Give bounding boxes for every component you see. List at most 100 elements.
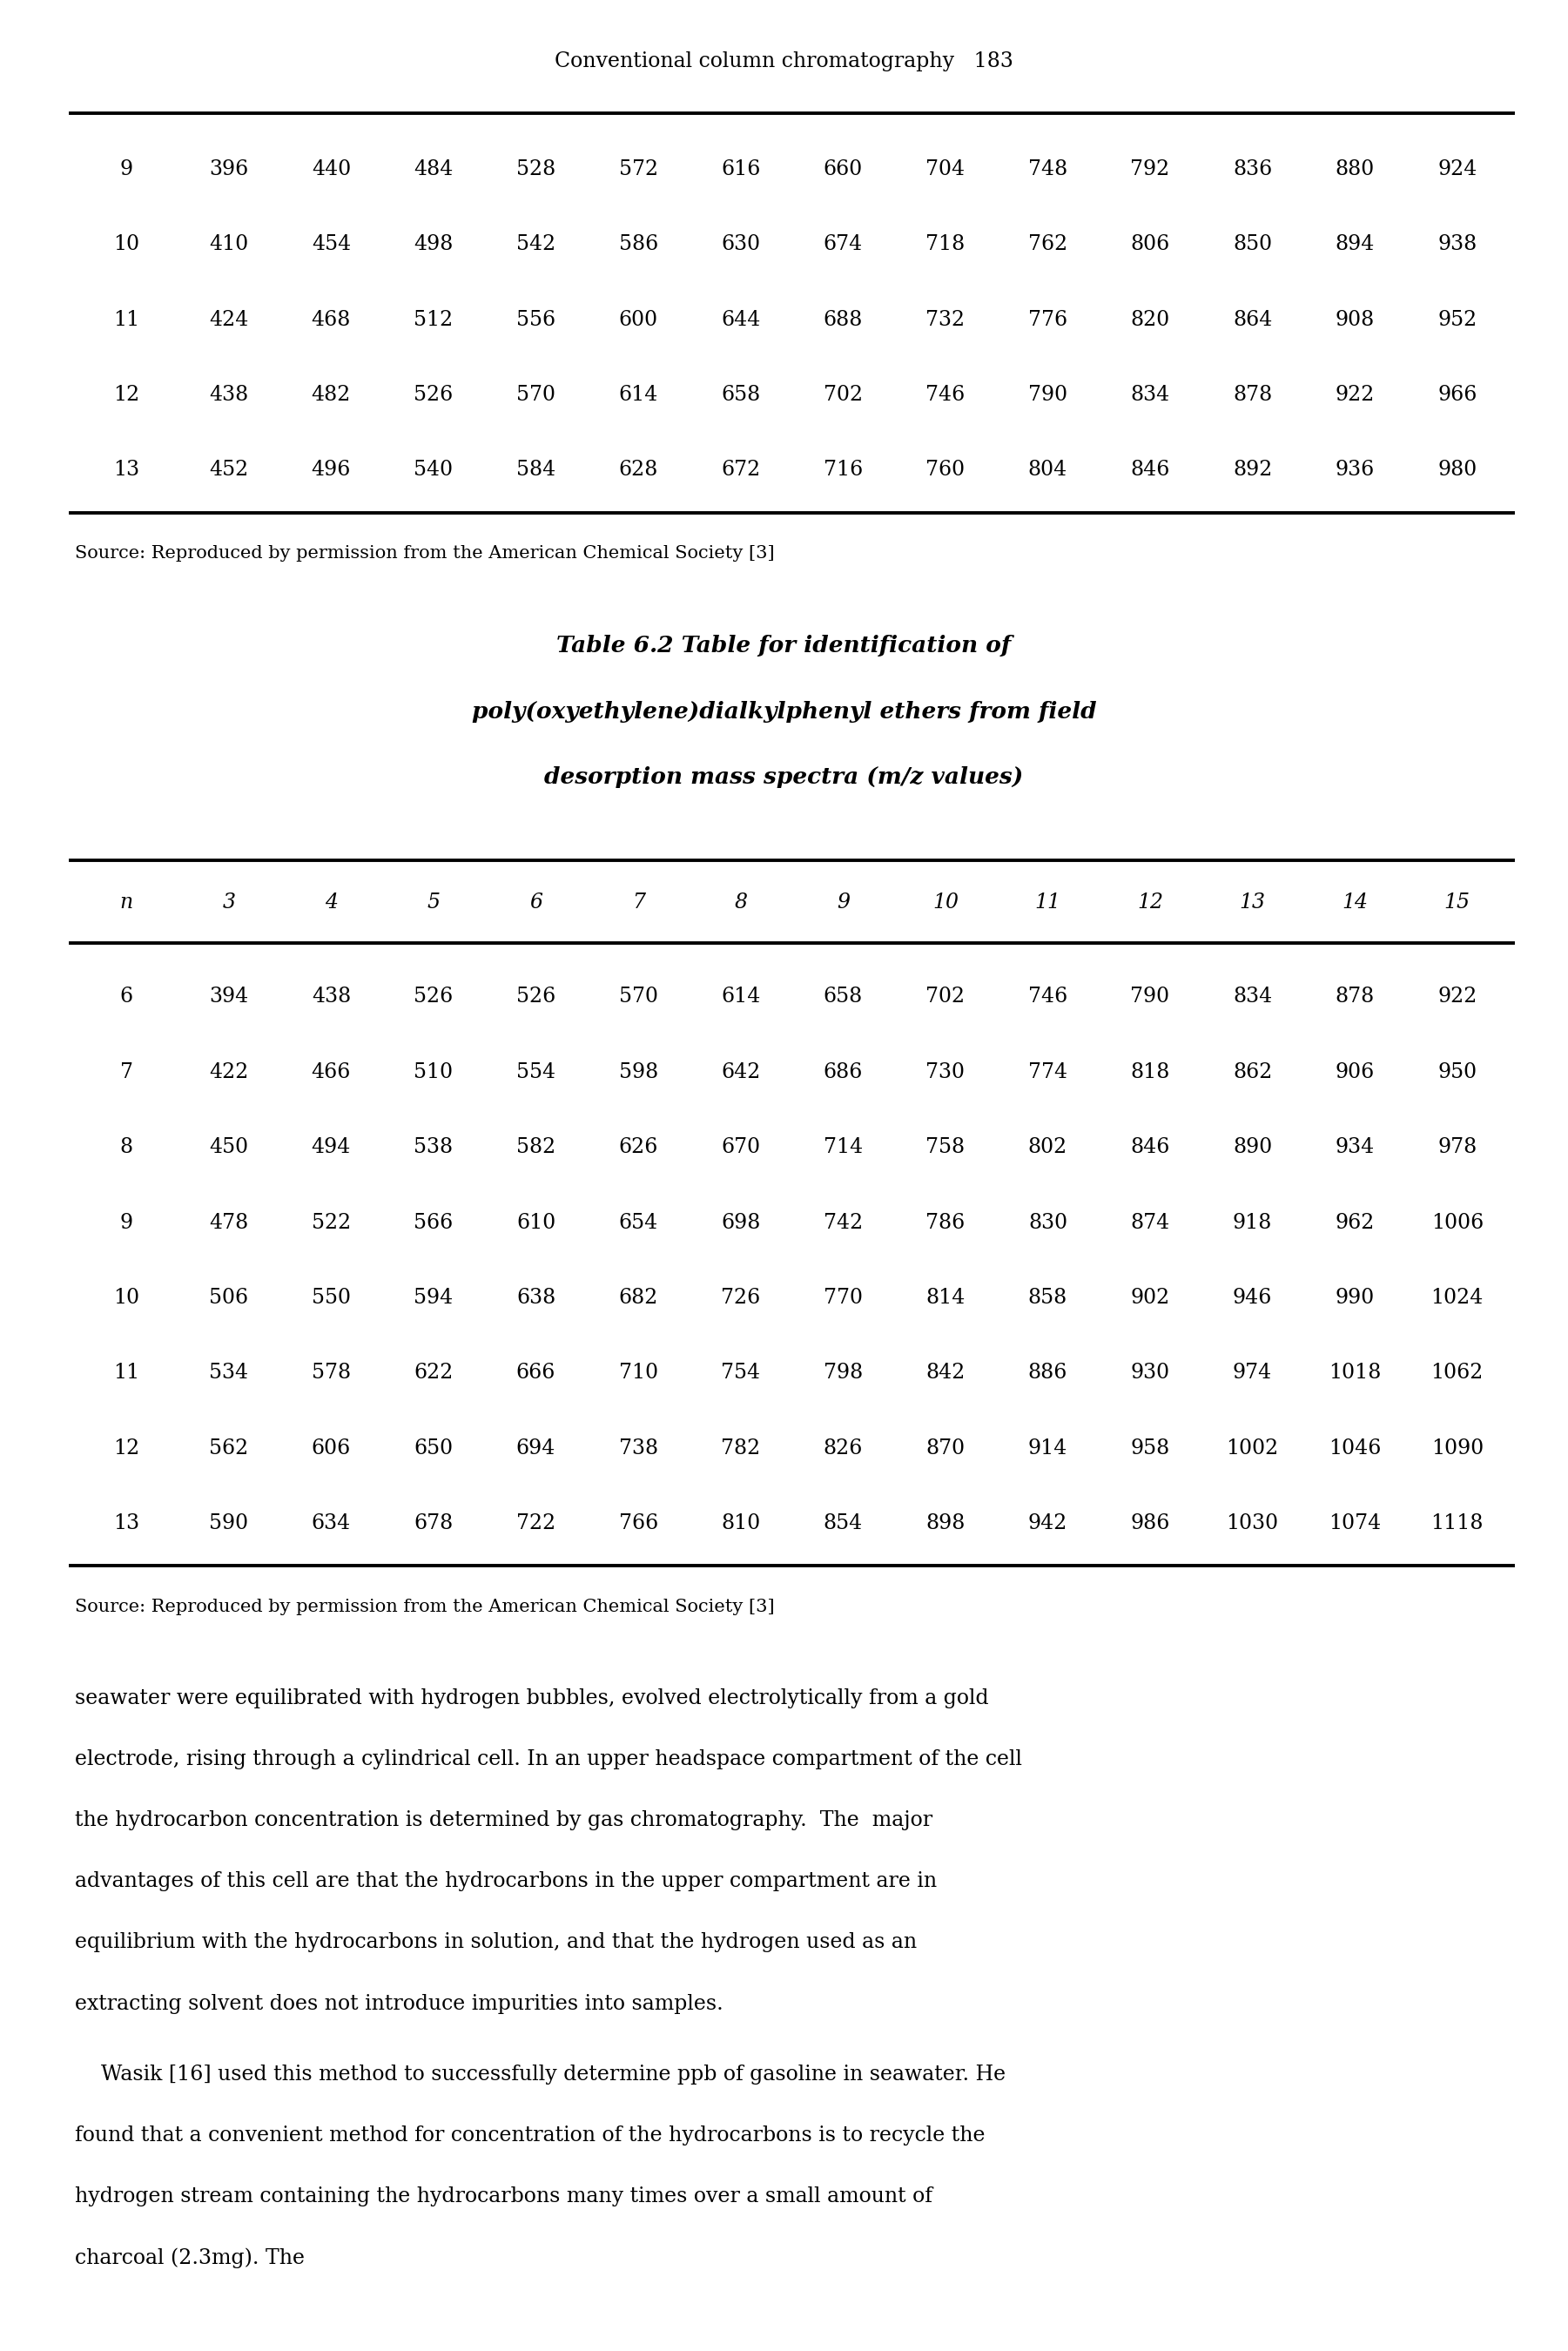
Text: 606: 606 <box>312 1439 351 1458</box>
Text: Source: Reproduced by permission from the American Chemical Society [3]: Source: Reproduced by permission from th… <box>75 1599 775 1615</box>
Text: 554: 554 <box>516 1063 555 1081</box>
Text: 14: 14 <box>1342 893 1367 912</box>
Text: 922: 922 <box>1334 386 1375 404</box>
Text: poly(oxyethylene)dialkylphenyl ethers from field: poly(oxyethylene)dialkylphenyl ethers fr… <box>472 701 1096 722</box>
Text: 886: 886 <box>1029 1364 1068 1382</box>
Text: 754: 754 <box>721 1364 760 1382</box>
Text: 934: 934 <box>1336 1138 1375 1157</box>
Text: 902: 902 <box>1131 1288 1170 1307</box>
Text: 550: 550 <box>312 1288 351 1307</box>
Text: 782: 782 <box>721 1439 760 1458</box>
Text: 562: 562 <box>209 1439 248 1458</box>
Text: 892: 892 <box>1232 461 1272 480</box>
Text: 12: 12 <box>1137 893 1163 912</box>
Text: 538: 538 <box>414 1138 453 1157</box>
Text: 454: 454 <box>312 235 351 254</box>
Text: 686: 686 <box>823 1063 862 1081</box>
Text: extracting solvent does not introduce impurities into samples.: extracting solvent does not introduce im… <box>75 1994 724 2015</box>
Text: 814: 814 <box>925 1288 966 1307</box>
Text: 1062: 1062 <box>1432 1364 1483 1382</box>
Text: 670: 670 <box>721 1138 760 1157</box>
Text: 718: 718 <box>925 235 964 254</box>
Text: 726: 726 <box>721 1288 760 1307</box>
Text: 732: 732 <box>925 310 964 329</box>
Text: 966: 966 <box>1438 386 1477 404</box>
Text: 894: 894 <box>1334 235 1375 254</box>
Text: 5: 5 <box>426 893 441 912</box>
Text: 8: 8 <box>734 893 748 912</box>
Text: 12: 12 <box>113 1439 140 1458</box>
Text: n: n <box>119 893 133 912</box>
Text: 438: 438 <box>312 987 351 1006</box>
Text: Source: Reproduced by permission from the American Chemical Society [3]: Source: Reproduced by permission from th… <box>75 545 775 562</box>
Text: 702: 702 <box>823 386 862 404</box>
Text: 468: 468 <box>312 310 351 329</box>
Text: 710: 710 <box>619 1364 659 1382</box>
Text: electrode, rising through a cylindrical cell. In an upper headspace compartment : electrode, rising through a cylindrical … <box>75 1749 1022 1770</box>
Text: 942: 942 <box>1029 1514 1068 1533</box>
Text: 13: 13 <box>113 461 140 480</box>
Text: charcoal (2.3mg). The: charcoal (2.3mg). The <box>75 2248 306 2269</box>
Text: 922: 922 <box>1438 987 1477 1006</box>
Text: 854: 854 <box>823 1514 862 1533</box>
Text: 962: 962 <box>1334 1213 1375 1232</box>
Text: 758: 758 <box>925 1138 964 1157</box>
Text: 862: 862 <box>1232 1063 1272 1081</box>
Text: 586: 586 <box>619 235 659 254</box>
Text: 450: 450 <box>209 1138 248 1157</box>
Text: 7: 7 <box>632 893 644 912</box>
Text: 978: 978 <box>1438 1138 1477 1157</box>
Text: 798: 798 <box>823 1364 862 1382</box>
Text: 836: 836 <box>1232 160 1272 179</box>
Text: 610: 610 <box>516 1213 555 1232</box>
Text: equilibrium with the hydrocarbons in solution, and that the hydrogen used as an: equilibrium with the hydrocarbons in sol… <box>75 1933 917 1954</box>
Text: 6: 6 <box>530 893 543 912</box>
Text: 526: 526 <box>516 987 555 1006</box>
Text: 540: 540 <box>414 461 453 480</box>
Text: desorption mass spectra (m/z values): desorption mass spectra (m/z values) <box>544 766 1024 788</box>
Text: 810: 810 <box>721 1514 760 1533</box>
Text: 528: 528 <box>516 160 555 179</box>
Text: 440: 440 <box>312 160 351 179</box>
Text: 6: 6 <box>119 987 133 1006</box>
Text: 658: 658 <box>823 987 862 1006</box>
Text: 834: 834 <box>1232 987 1272 1006</box>
Text: 534: 534 <box>209 1364 248 1382</box>
Text: 914: 914 <box>1029 1439 1068 1458</box>
Text: 674: 674 <box>823 235 862 254</box>
Text: 682: 682 <box>618 1288 659 1307</box>
Text: 1030: 1030 <box>1226 1514 1278 1533</box>
Text: 3: 3 <box>223 893 235 912</box>
Text: 742: 742 <box>823 1213 862 1232</box>
Text: 746: 746 <box>925 386 964 404</box>
Text: 466: 466 <box>312 1063 351 1081</box>
Text: 11: 11 <box>113 310 140 329</box>
Text: 702: 702 <box>925 987 964 1006</box>
Text: 494: 494 <box>312 1138 351 1157</box>
Text: 506: 506 <box>209 1288 248 1307</box>
Text: 878: 878 <box>1336 987 1375 1006</box>
Text: 762: 762 <box>1029 235 1068 254</box>
Text: 938: 938 <box>1438 235 1477 254</box>
Text: 678: 678 <box>414 1514 453 1533</box>
Text: 658: 658 <box>721 386 760 404</box>
Text: 478: 478 <box>209 1213 248 1232</box>
Text: 396: 396 <box>209 160 248 179</box>
Text: 958: 958 <box>1131 1439 1170 1458</box>
Text: 738: 738 <box>619 1439 659 1458</box>
Text: 974: 974 <box>1232 1364 1272 1382</box>
Text: 638: 638 <box>516 1288 555 1307</box>
Text: 9: 9 <box>836 893 850 912</box>
Text: 616: 616 <box>721 160 760 179</box>
Text: 704: 704 <box>925 160 964 179</box>
Text: 582: 582 <box>516 1138 555 1157</box>
Text: 802: 802 <box>1029 1138 1068 1157</box>
Text: 654: 654 <box>619 1213 659 1232</box>
Text: 1024: 1024 <box>1432 1288 1483 1307</box>
Text: 898: 898 <box>925 1514 966 1533</box>
Text: 642: 642 <box>721 1063 760 1081</box>
Text: 834: 834 <box>1131 386 1170 404</box>
Text: 522: 522 <box>312 1213 351 1232</box>
Text: hydrogen stream containing the hydrocarbons many times over a small amount of: hydrogen stream containing the hydrocarb… <box>75 2186 933 2208</box>
Text: 452: 452 <box>209 461 248 480</box>
